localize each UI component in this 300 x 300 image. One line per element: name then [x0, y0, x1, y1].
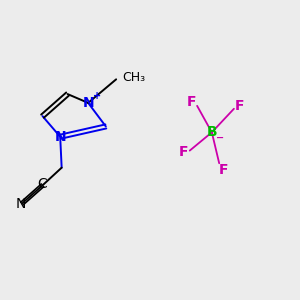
- Text: +: +: [93, 92, 101, 101]
- Text: CH₃: CH₃: [122, 71, 145, 84]
- Text: F: F: [187, 95, 196, 109]
- Text: N: N: [82, 96, 94, 110]
- Text: F: F: [219, 163, 228, 177]
- Text: F: F: [179, 145, 189, 159]
- Text: B: B: [206, 125, 217, 139]
- Text: N: N: [54, 130, 66, 144]
- Text: −: −: [216, 133, 224, 142]
- Text: N: N: [15, 196, 26, 211]
- Text: F: F: [235, 99, 244, 113]
- Text: C: C: [38, 177, 47, 191]
